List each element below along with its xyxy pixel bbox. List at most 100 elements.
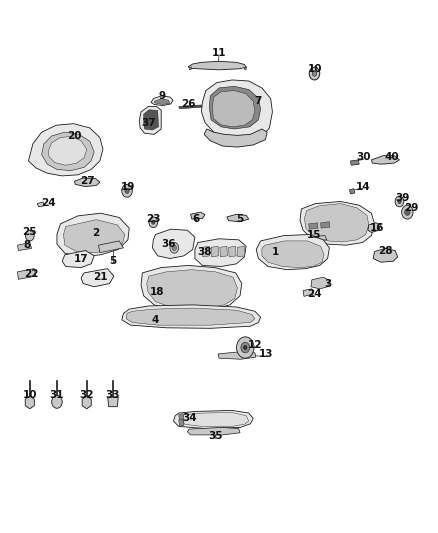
Polygon shape bbox=[209, 86, 261, 129]
Text: 36: 36 bbox=[161, 239, 176, 249]
Text: 6: 6 bbox=[193, 214, 200, 223]
Text: 15: 15 bbox=[307, 230, 322, 239]
Circle shape bbox=[398, 199, 401, 204]
Text: 22: 22 bbox=[24, 270, 39, 279]
Polygon shape bbox=[179, 105, 202, 109]
Polygon shape bbox=[18, 243, 32, 251]
Circle shape bbox=[172, 245, 177, 251]
Text: 11: 11 bbox=[212, 49, 226, 58]
Polygon shape bbox=[139, 107, 161, 134]
Polygon shape bbox=[188, 61, 246, 70]
Polygon shape bbox=[151, 96, 173, 106]
Text: 25: 25 bbox=[22, 227, 37, 237]
Text: 12: 12 bbox=[247, 341, 262, 350]
Text: 18: 18 bbox=[149, 287, 164, 297]
Text: 23: 23 bbox=[146, 214, 161, 223]
Text: 5: 5 bbox=[237, 214, 244, 223]
Text: 10: 10 bbox=[308, 64, 323, 74]
Circle shape bbox=[125, 188, 129, 193]
Text: 5: 5 bbox=[110, 256, 117, 266]
Polygon shape bbox=[42, 132, 94, 171]
Circle shape bbox=[122, 184, 132, 197]
Text: 21: 21 bbox=[93, 272, 108, 282]
Polygon shape bbox=[179, 414, 184, 422]
Polygon shape bbox=[28, 124, 103, 176]
Text: 30: 30 bbox=[356, 152, 371, 162]
Polygon shape bbox=[256, 235, 329, 270]
Text: 29: 29 bbox=[404, 203, 418, 213]
Polygon shape bbox=[191, 212, 205, 219]
Polygon shape bbox=[108, 397, 118, 407]
Polygon shape bbox=[48, 136, 87, 165]
Circle shape bbox=[149, 217, 158, 228]
Polygon shape bbox=[311, 277, 329, 289]
Text: 32: 32 bbox=[79, 391, 94, 400]
Text: 17: 17 bbox=[74, 254, 88, 263]
Polygon shape bbox=[152, 229, 195, 259]
Polygon shape bbox=[204, 129, 267, 147]
Text: 27: 27 bbox=[80, 176, 95, 186]
Polygon shape bbox=[303, 236, 327, 241]
Text: 1: 1 bbox=[272, 247, 279, 256]
Circle shape bbox=[395, 196, 404, 207]
Polygon shape bbox=[300, 201, 374, 245]
Polygon shape bbox=[220, 246, 227, 257]
Text: 37: 37 bbox=[141, 118, 156, 127]
Text: 35: 35 bbox=[208, 431, 223, 441]
Polygon shape bbox=[189, 67, 191, 70]
Polygon shape bbox=[81, 269, 114, 287]
Polygon shape bbox=[147, 270, 237, 309]
Polygon shape bbox=[227, 214, 249, 222]
Polygon shape bbox=[350, 189, 355, 194]
Polygon shape bbox=[74, 178, 100, 187]
Text: 8: 8 bbox=[24, 240, 31, 250]
Polygon shape bbox=[202, 246, 210, 257]
Circle shape bbox=[152, 220, 155, 224]
Text: 19: 19 bbox=[121, 182, 135, 191]
Text: 13: 13 bbox=[259, 350, 274, 359]
Text: 39: 39 bbox=[395, 193, 409, 203]
Polygon shape bbox=[126, 308, 255, 325]
Polygon shape bbox=[99, 241, 124, 253]
Circle shape bbox=[405, 209, 410, 215]
Circle shape bbox=[244, 345, 247, 350]
Polygon shape bbox=[144, 110, 159, 130]
Text: 31: 31 bbox=[49, 391, 64, 400]
Polygon shape bbox=[303, 289, 313, 296]
Polygon shape bbox=[242, 337, 251, 345]
Text: 9: 9 bbox=[159, 91, 166, 101]
Polygon shape bbox=[64, 220, 125, 253]
Text: 24: 24 bbox=[307, 289, 322, 299]
Polygon shape bbox=[179, 419, 184, 426]
Polygon shape bbox=[195, 239, 246, 266]
Polygon shape bbox=[182, 413, 249, 426]
Polygon shape bbox=[218, 352, 256, 359]
Text: 2: 2 bbox=[92, 229, 99, 238]
Polygon shape bbox=[25, 396, 34, 409]
Text: 7: 7 bbox=[255, 96, 262, 106]
Polygon shape bbox=[57, 213, 129, 257]
Text: 24: 24 bbox=[41, 198, 56, 207]
Polygon shape bbox=[211, 246, 219, 257]
Circle shape bbox=[309, 67, 320, 80]
Polygon shape bbox=[187, 427, 240, 435]
Text: 26: 26 bbox=[181, 99, 196, 109]
Circle shape bbox=[25, 230, 34, 241]
Text: 38: 38 bbox=[198, 247, 212, 256]
Text: 16: 16 bbox=[370, 223, 385, 233]
Polygon shape bbox=[321, 222, 330, 228]
Circle shape bbox=[170, 243, 179, 253]
Polygon shape bbox=[201, 80, 272, 141]
Text: 33: 33 bbox=[106, 391, 120, 400]
Text: 4: 4 bbox=[152, 315, 159, 325]
Circle shape bbox=[402, 205, 413, 219]
Polygon shape bbox=[244, 67, 247, 70]
Text: 10: 10 bbox=[22, 391, 37, 400]
Text: 14: 14 bbox=[355, 182, 370, 191]
Polygon shape bbox=[212, 91, 255, 127]
Polygon shape bbox=[371, 156, 399, 164]
Text: 34: 34 bbox=[182, 414, 197, 423]
Polygon shape bbox=[229, 246, 236, 257]
Circle shape bbox=[52, 395, 62, 408]
Text: 3: 3 bbox=[324, 279, 331, 288]
